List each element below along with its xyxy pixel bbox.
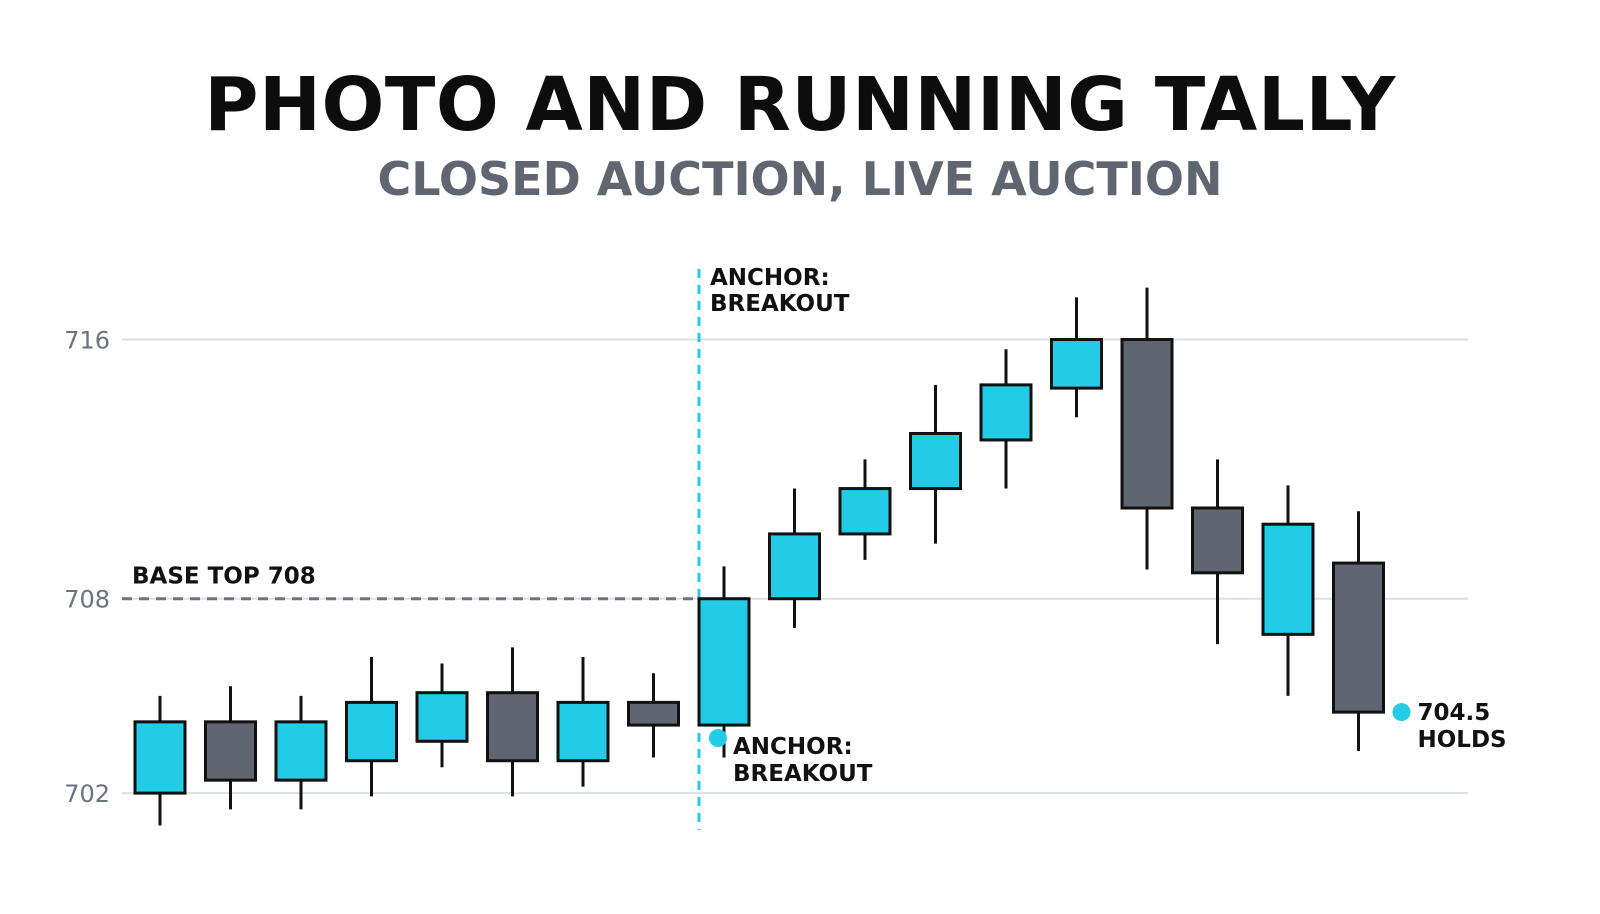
y-tick-label-708: 708 [64,586,110,614]
candle-body [1120,338,1174,510]
candle-body [274,720,328,782]
y-axis-tick-labels: 702 708 716 [64,327,110,809]
candle-body [627,700,680,727]
candle-body [1261,522,1315,636]
candle-2 [204,686,257,810]
holds-label-value: 704.5 [1418,700,1491,726]
chart-title: PHOTO AND RUNNING TALLY [204,62,1396,148]
candle-body [556,700,610,763]
candle-5 [415,663,469,768]
candle-1 [133,695,187,826]
candle-body [1050,338,1103,390]
candle-body [345,700,398,763]
candle-body [909,431,962,491]
anchor-point-label-line2: BREAKOUT [733,761,873,787]
candle-body [133,720,187,795]
anchor-point-label-line1: ANCHOR: [733,734,853,760]
chart-subtitle: CLOSED AUCTION, LIVE AUCTION [377,152,1223,206]
anchor-group: ANCHOR: BREAKOUT [697,265,850,830]
anchor-top-label-line1: ANCHOR: [710,265,830,291]
anchor-breakout-marker [709,729,727,748]
candle-body [1332,561,1385,714]
holds-label-text: HOLDS [1418,727,1507,753]
candle-4 [345,657,398,797]
candle-12 [909,384,962,544]
candle-9 [697,566,751,758]
candle-11 [838,459,892,560]
candle-body [768,532,821,601]
candle-18 [1332,511,1385,751]
candle-body [979,383,1033,442]
y-tick-label-702: 702 [64,780,110,808]
candle-6 [486,647,539,797]
markers: ANCHOR: BREAKOUT 704.5 HOLDS [709,700,1507,787]
candle-13 [979,349,1033,489]
candle-7 [556,657,610,787]
candle-body [415,691,469,743]
candle-16 [1191,459,1244,645]
candle-17 [1261,485,1315,696]
candle-body [204,720,257,782]
candle-body [486,691,539,763]
base-top-label: BASE TOP 708 [132,564,316,590]
candle-8 [627,673,680,758]
candle-body [838,487,892,536]
candle-10 [768,488,821,628]
base-line-group: BASE TOP 708 [122,564,699,601]
anchor-top-label-line2: BREAKOUT [710,291,850,317]
candle-3 [274,695,328,810]
candles [133,287,1385,826]
holds-marker [1392,703,1411,722]
candle-15 [1120,287,1174,570]
candle-14 [1050,297,1103,418]
y-tick-label-716: 716 [64,327,110,355]
candle-body [697,597,751,727]
candle-body [1191,506,1244,575]
